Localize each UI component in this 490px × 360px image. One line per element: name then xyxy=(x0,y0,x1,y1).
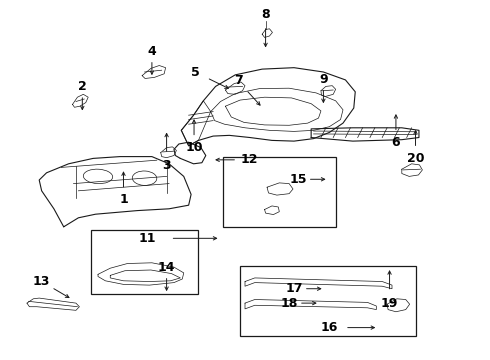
Text: 5: 5 xyxy=(191,66,199,78)
Text: 2: 2 xyxy=(78,80,87,93)
Bar xyxy=(240,266,416,336)
Bar xyxy=(223,157,336,227)
Text: 4: 4 xyxy=(147,45,156,58)
Text: 13: 13 xyxy=(33,275,50,288)
Text: 10: 10 xyxy=(185,141,203,154)
Text: 19: 19 xyxy=(381,297,398,310)
Text: 20: 20 xyxy=(407,152,424,165)
Text: 14: 14 xyxy=(158,261,175,274)
Text: 11: 11 xyxy=(138,232,156,245)
Text: 18: 18 xyxy=(280,297,298,310)
Text: 9: 9 xyxy=(319,73,328,86)
Text: 6: 6 xyxy=(392,136,400,149)
Text: 15: 15 xyxy=(289,173,307,186)
Text: 8: 8 xyxy=(261,8,270,21)
Text: 7: 7 xyxy=(234,75,243,87)
Bar xyxy=(91,230,198,294)
Text: 1: 1 xyxy=(119,193,128,206)
Text: 16: 16 xyxy=(320,321,338,334)
Text: 12: 12 xyxy=(240,153,258,166)
Text: 3: 3 xyxy=(162,159,171,172)
Text: 17: 17 xyxy=(285,282,303,295)
